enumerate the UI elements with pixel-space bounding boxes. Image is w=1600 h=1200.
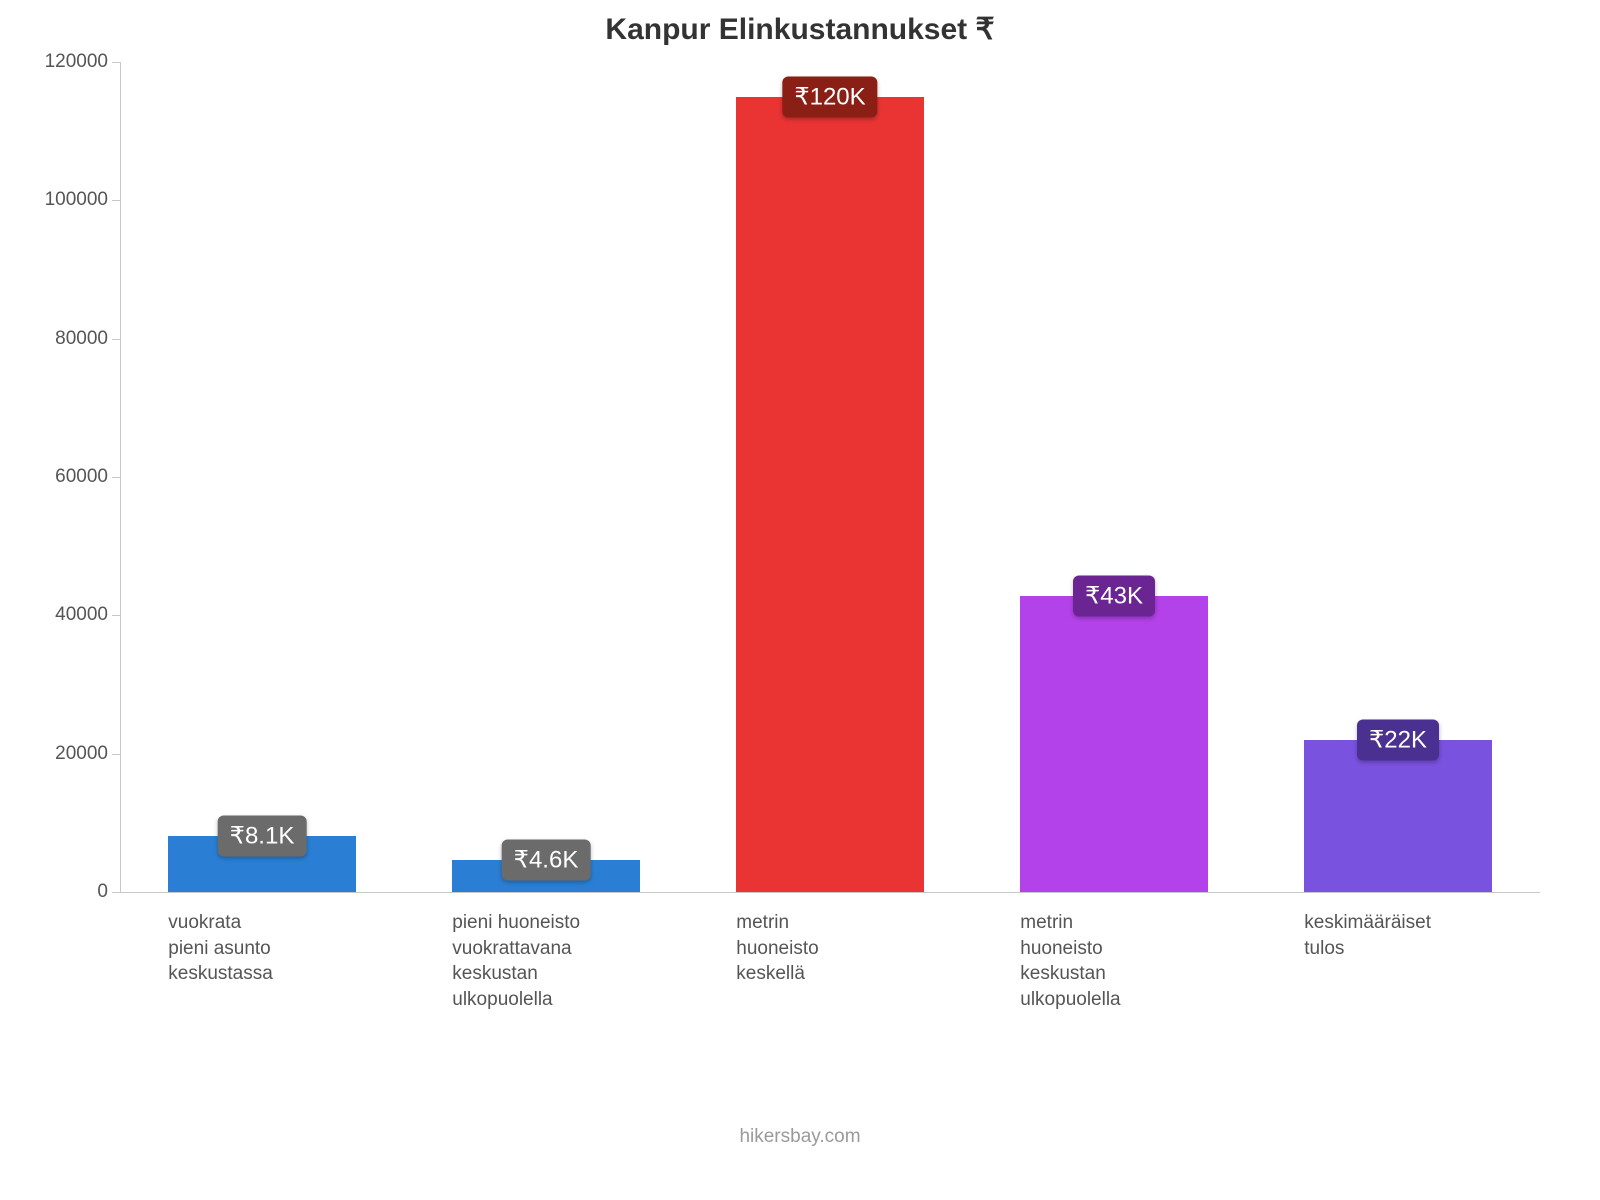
ytick-label: 40000 — [55, 604, 120, 626]
bar-value-label: ₹22K — [1357, 719, 1439, 760]
x-category-label: metrinhuoneistokeskustanulkopuolella — [1020, 910, 1247, 1013]
bar — [1020, 596, 1207, 892]
x-category-label: keskimääräisettulos — [1304, 910, 1531, 961]
ytick-label: 100000 — [45, 189, 120, 211]
bar — [1304, 740, 1491, 892]
x-category-label: vuokratapieni asuntokeskustassa — [168, 910, 395, 987]
bar-value-label: ₹8.1K — [218, 815, 307, 856]
x-category-label: pieni huoneistovuokrattavanakeskustanulk… — [452, 910, 679, 1013]
ytick-label: 80000 — [55, 328, 120, 350]
ytick-label: 120000 — [45, 51, 120, 73]
plot-area: 020000400006000080000100000120000₹8.1Kvu… — [120, 62, 1540, 892]
x-category-label: metrinhuoneistokeskellä — [736, 910, 963, 987]
bar-value-label: ₹43K — [1073, 575, 1155, 616]
ytick-label: 20000 — [55, 743, 120, 765]
credit-text: hikersbay.com — [0, 1126, 1600, 1148]
chart-title: Kanpur Elinkustannukset ₹ — [0, 12, 1600, 47]
ytick-label: 60000 — [55, 466, 120, 488]
x-axis-line — [120, 892, 1540, 893]
bar — [736, 97, 923, 892]
chart-container: Kanpur Elinkustannukset ₹ 02000040000600… — [0, 0, 1600, 1200]
bar-value-label: ₹4.6K — [502, 840, 591, 881]
bar-value-label: ₹120K — [782, 76, 877, 117]
y-axis-line — [120, 62, 121, 892]
ytick-label: 0 — [97, 881, 120, 903]
